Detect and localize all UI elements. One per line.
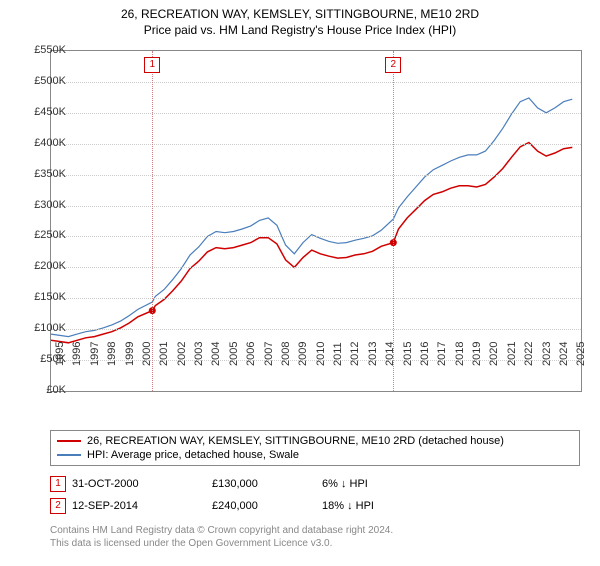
xtick-label: 1999 bbox=[124, 342, 136, 366]
series-hpi bbox=[51, 98, 572, 337]
gridline-h bbox=[51, 206, 581, 207]
ytick-label: £300K bbox=[22, 199, 66, 211]
legend-swatch bbox=[57, 440, 81, 442]
xtick-label: 1996 bbox=[71, 342, 83, 366]
marker-table-num: 1 bbox=[50, 476, 66, 492]
ytick-label: £400K bbox=[22, 137, 66, 149]
xtick-label: 2005 bbox=[228, 342, 240, 366]
marker-table-num: 2 bbox=[50, 498, 66, 514]
legend: 26, RECREATION WAY, KEMSLEY, SITTINGBOUR… bbox=[50, 430, 580, 466]
ytick-label: £450K bbox=[22, 106, 66, 118]
copyright-line1: Contains HM Land Registry data © Crown c… bbox=[50, 524, 393, 537]
xtick-label: 2022 bbox=[523, 342, 535, 366]
copyright: Contains HM Land Registry data © Crown c… bbox=[50, 524, 393, 550]
xtick-label: 2006 bbox=[245, 342, 257, 366]
xtick-label: 2017 bbox=[436, 342, 448, 366]
xtick-label: 2013 bbox=[367, 342, 379, 366]
xtick-label: 1998 bbox=[106, 342, 118, 366]
gridline-h bbox=[51, 267, 581, 268]
xtick-label: 2008 bbox=[280, 342, 292, 366]
xtick-label: 2004 bbox=[210, 342, 222, 366]
marker-table-delta: 6% ↓ HPI bbox=[322, 478, 442, 490]
marker-table: 1 31-OCT-2000£130,0006% ↓ HPI 2 12-SEP-2014… bbox=[50, 476, 442, 514]
ytick-label: £200K bbox=[22, 260, 66, 272]
xtick-label: 2002 bbox=[176, 342, 188, 366]
legend-label: 26, RECREATION WAY, KEMSLEY, SITTINGBOUR… bbox=[87, 435, 504, 447]
xtick-label: 1997 bbox=[89, 342, 101, 366]
legend-row: 26, RECREATION WAY, KEMSLEY, SITTINGBOUR… bbox=[57, 434, 573, 448]
marker-table-price: £130,000 bbox=[212, 478, 322, 490]
marker-box: 1 bbox=[144, 57, 160, 73]
xtick-label: 2015 bbox=[402, 342, 414, 366]
marker-table-price: £240,000 bbox=[212, 500, 322, 512]
marker-box: 2 bbox=[385, 57, 401, 73]
legend-label: HPI: Average price, detached house, Swal… bbox=[87, 449, 299, 461]
marker-table-delta: 18% ↓ HPI bbox=[322, 500, 442, 512]
xtick-label: 2016 bbox=[419, 342, 431, 366]
ytick-label: £500K bbox=[22, 75, 66, 87]
xtick-label: 2024 bbox=[558, 342, 570, 366]
xtick-label: 2019 bbox=[471, 342, 483, 366]
ytick-label: £250K bbox=[22, 229, 66, 241]
xtick-label: 2000 bbox=[141, 342, 153, 366]
chart-container: 26, RECREATION WAY, KEMSLEY, SITTINGBOUR… bbox=[0, 6, 600, 566]
marker-vline bbox=[393, 51, 394, 391]
xtick-label: 2014 bbox=[384, 342, 396, 366]
xtick-label: 2010 bbox=[315, 342, 327, 366]
xtick-label: 2011 bbox=[332, 342, 344, 366]
gridline-h bbox=[51, 329, 581, 330]
copyright-line2: This data is licensed under the Open Gov… bbox=[50, 537, 393, 550]
xtick-label: 2021 bbox=[506, 342, 518, 366]
legend-swatch bbox=[57, 454, 81, 456]
ytick-label: £0K bbox=[22, 384, 66, 396]
ytick-label: £100K bbox=[22, 322, 66, 334]
xtick-label: 2001 bbox=[158, 342, 170, 366]
gridline-h bbox=[51, 236, 581, 237]
marker-table-date: 31-OCT-2000 bbox=[72, 478, 212, 490]
xtick-label: 2012 bbox=[349, 342, 361, 366]
xtick-label: 2025 bbox=[575, 342, 587, 366]
series-property bbox=[51, 143, 572, 343]
gridline-h bbox=[51, 144, 581, 145]
legend-row: HPI: Average price, detached house, Swal… bbox=[57, 448, 573, 462]
gridline-h bbox=[51, 175, 581, 176]
xtick-label: 1995 bbox=[54, 342, 66, 366]
plot-svg bbox=[51, 51, 581, 391]
xtick-label: 2009 bbox=[297, 342, 309, 366]
marker-table-date: 12-SEP-2014 bbox=[72, 500, 212, 512]
ytick-label: £550K bbox=[22, 44, 66, 56]
xtick-label: 2023 bbox=[541, 342, 553, 366]
chart-subtitle: Price paid vs. HM Land Registry's House … bbox=[0, 23, 600, 37]
gridline-h bbox=[51, 82, 581, 83]
chart-title: 26, RECREATION WAY, KEMSLEY, SITTINGBOUR… bbox=[0, 6, 600, 23]
xtick-label: 2018 bbox=[454, 342, 466, 366]
xtick-label: 2003 bbox=[193, 342, 205, 366]
gridline-h bbox=[51, 113, 581, 114]
gridline-h bbox=[51, 298, 581, 299]
marker-vline bbox=[152, 51, 153, 391]
xtick-label: 2007 bbox=[263, 342, 275, 366]
ytick-label: £350K bbox=[22, 168, 66, 180]
ytick-label: £150K bbox=[22, 291, 66, 303]
xtick-label: 2020 bbox=[488, 342, 500, 366]
